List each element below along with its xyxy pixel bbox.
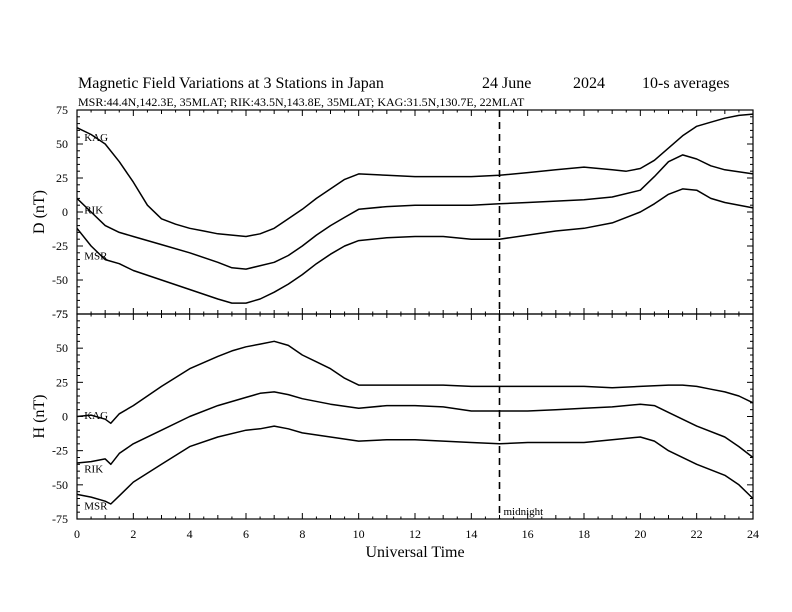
series-label-msr: MSR (84, 251, 108, 263)
x-tick-label: 16 (522, 527, 534, 541)
series-line-msr (76, 425, 754, 505)
y-tick-label: 50 (56, 137, 68, 151)
x-tick-label: 18 (578, 527, 590, 541)
y-axis-label: D (nT) (31, 190, 48, 234)
x-tick-label: 2 (130, 527, 136, 541)
y-axis-label: H (nT) (31, 395, 48, 439)
y-tick-label: 25 (56, 171, 68, 185)
chart-title: Magnetic Field Variations at 3 Stations … (78, 75, 384, 92)
series-label-kag: KAG (84, 132, 108, 144)
x-tick-label: 10 (353, 527, 365, 541)
x-tick-label: 14 (465, 527, 477, 541)
y-tick-label: 0 (62, 410, 68, 424)
series-line-msr (76, 188, 754, 304)
plot-frame (76, 109, 754, 315)
plot-frame (76, 313, 754, 520)
x-tick-label: 8 (299, 527, 305, 541)
series-line-kag (76, 340, 754, 425)
y-tick-label: 75 (56, 103, 68, 117)
x-tick-label: 22 (691, 527, 703, 541)
y-tick-label: -50 (52, 273, 68, 287)
x-tick-label: 24 (747, 527, 759, 541)
stations-info: MSR:44.4N,142.3E, 35MLAT; RIK:43.5N,143.… (78, 95, 525, 109)
panel-d: -75 -50 -25 0 25 50 75 D (nT) KAG RIK MSR (31, 103, 754, 321)
chart-averaging: 10-s averages (642, 75, 730, 92)
x-tick-label: 12 (409, 527, 421, 541)
y-tick-label: -25 (52, 239, 68, 253)
series-line-rik (76, 391, 754, 466)
x-tick-label: 0 (74, 527, 80, 541)
chart-year: 2024 (573, 75, 605, 92)
series-line-rik (76, 154, 754, 270)
x-axis-label: Universal Time (365, 544, 464, 561)
y-tick-label: -25 (52, 444, 68, 458)
y-tick-label: 0 (62, 205, 68, 219)
chart-date: 24 June (482, 75, 531, 92)
series-label-rik: RIK (84, 204, 103, 216)
series-line-kag (76, 113, 754, 238)
series-label-msr: MSR (84, 500, 108, 512)
x-tick-label: 6 (243, 527, 249, 541)
x-tick-label: 20 (634, 527, 646, 541)
y-tick-label: 50 (56, 341, 68, 355)
y-tick-label: -75 (52, 307, 68, 321)
y-tick-label: -50 (52, 478, 68, 492)
x-tick-label: 4 (187, 527, 193, 541)
series-label-rik: RIK (84, 463, 103, 475)
y-tick-label: -75 (52, 512, 68, 526)
midnight-label: midnight (504, 506, 544, 518)
y-tick-label: 25 (56, 375, 68, 389)
series-label-kag: KAG (84, 410, 108, 422)
y-tick-label: 75 (56, 307, 68, 321)
